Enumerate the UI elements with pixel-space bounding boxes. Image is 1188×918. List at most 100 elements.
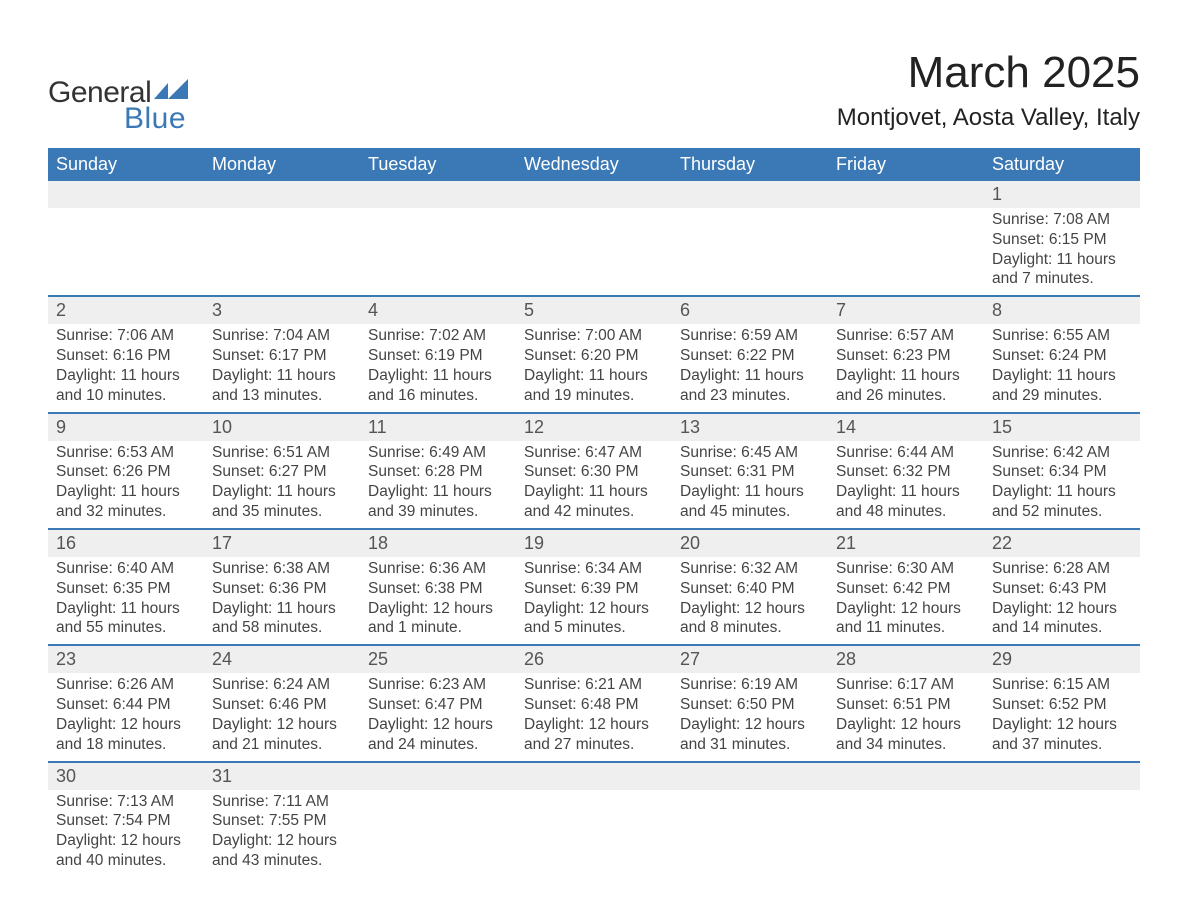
day-details: Sunrise: 6:19 AMSunset: 6:50 PMDaylight:… (672, 673, 828, 760)
day-number: 28 (828, 646, 984, 673)
day-number (48, 181, 204, 208)
day-number: 5 (516, 297, 672, 324)
day-of-week-header: Monday (204, 148, 360, 181)
day-sunrise: Sunrise: 6:44 AM (836, 443, 976, 463)
calendar-empty-cell (672, 181, 828, 296)
day-day1: Daylight: 11 hours (212, 482, 352, 502)
day-of-week-header: Wednesday (516, 148, 672, 181)
header: General Blue March 2025 Montjovet, Aosta… (48, 48, 1140, 136)
calendar-day-cell: 9Sunrise: 6:53 AMSunset: 6:26 PMDaylight… (48, 413, 204, 529)
day-day2: and 48 minutes. (836, 502, 976, 522)
day-day2: and 24 minutes. (368, 735, 508, 755)
calendar-empty-cell (360, 762, 516, 877)
day-day1: Daylight: 12 hours (680, 715, 820, 735)
calendar-empty-cell (204, 181, 360, 296)
day-sunset: Sunset: 6:22 PM (680, 346, 820, 366)
day-day1: Daylight: 12 hours (56, 715, 196, 735)
day-day1: Daylight: 11 hours (524, 482, 664, 502)
day-sunrise: Sunrise: 6:51 AM (212, 443, 352, 463)
day-sunrise: Sunrise: 6:21 AM (524, 675, 664, 695)
calendar-empty-cell (516, 181, 672, 296)
day-sunset: Sunset: 6:39 PM (524, 579, 664, 599)
day-sunset: Sunset: 6:34 PM (992, 462, 1132, 482)
day-number: 29 (984, 646, 1140, 673)
day-day2: and 32 minutes. (56, 502, 196, 522)
day-day1: Daylight: 11 hours (212, 599, 352, 619)
day-day1: Daylight: 11 hours (212, 366, 352, 386)
day-details: Sunrise: 6:57 AMSunset: 6:23 PMDaylight:… (828, 324, 984, 411)
day-number: 10 (204, 414, 360, 441)
calendar-day-cell: 15Sunrise: 6:42 AMSunset: 6:34 PMDayligh… (984, 413, 1140, 529)
calendar-day-cell: 14Sunrise: 6:44 AMSunset: 6:32 PMDayligh… (828, 413, 984, 529)
day-day2: and 10 minutes. (56, 386, 196, 406)
day-number (672, 763, 828, 790)
day-details (672, 790, 828, 798)
day-number: 20 (672, 530, 828, 557)
day-sunrise: Sunrise: 7:08 AM (992, 210, 1132, 230)
day-sunrise: Sunrise: 6:38 AM (212, 559, 352, 579)
day-details: Sunrise: 6:21 AMSunset: 6:48 PMDaylight:… (516, 673, 672, 760)
day-details: Sunrise: 6:45 AMSunset: 6:31 PMDaylight:… (672, 441, 828, 528)
day-sunrise: Sunrise: 7:11 AM (212, 792, 352, 812)
day-sunrise: Sunrise: 7:06 AM (56, 326, 196, 346)
day-day2: and 58 minutes. (212, 618, 352, 638)
day-details: Sunrise: 7:04 AMSunset: 6:17 PMDaylight:… (204, 324, 360, 411)
day-day1: Daylight: 12 hours (212, 831, 352, 851)
day-sunset: Sunset: 6:43 PM (992, 579, 1132, 599)
calendar-day-cell: 7Sunrise: 6:57 AMSunset: 6:23 PMDaylight… (828, 296, 984, 412)
day-day1: Daylight: 12 hours (992, 715, 1132, 735)
day-number: 13 (672, 414, 828, 441)
day-details: Sunrise: 6:23 AMSunset: 6:47 PMDaylight:… (360, 673, 516, 760)
calendar-week-row: 9Sunrise: 6:53 AMSunset: 6:26 PMDaylight… (48, 413, 1140, 529)
day-of-week-header-row: SundayMondayTuesdayWednesdayThursdayFrid… (48, 148, 1140, 181)
calendar-day-cell: 4Sunrise: 7:02 AMSunset: 6:19 PMDaylight… (360, 296, 516, 412)
day-sunset: Sunset: 6:44 PM (56, 695, 196, 715)
day-sunrise: Sunrise: 6:26 AM (56, 675, 196, 695)
page-subtitle: Montjovet, Aosta Valley, Italy (837, 104, 1140, 132)
calendar-week-row: 16Sunrise: 6:40 AMSunset: 6:35 PMDayligh… (48, 529, 1140, 645)
day-day1: Daylight: 12 hours (836, 715, 976, 735)
calendar-day-cell: 1Sunrise: 7:08 AMSunset: 6:15 PMDaylight… (984, 181, 1140, 296)
day-day2: and 43 minutes. (212, 851, 352, 871)
day-details: Sunrise: 7:11 AMSunset: 7:55 PMDaylight:… (204, 790, 360, 877)
day-details: Sunrise: 6:15 AMSunset: 6:52 PMDaylight:… (984, 673, 1140, 760)
day-details: Sunrise: 6:32 AMSunset: 6:40 PMDaylight:… (672, 557, 828, 644)
day-day1: Daylight: 11 hours (368, 482, 508, 502)
day-day1: Daylight: 12 hours (368, 715, 508, 735)
day-details: Sunrise: 6:24 AMSunset: 6:46 PMDaylight:… (204, 673, 360, 760)
day-of-week-header: Sunday (48, 148, 204, 181)
calendar-empty-cell (516, 762, 672, 877)
calendar-day-cell: 24Sunrise: 6:24 AMSunset: 6:46 PMDayligh… (204, 645, 360, 761)
day-sunrise: Sunrise: 6:59 AM (680, 326, 820, 346)
day-number (828, 763, 984, 790)
day-details: Sunrise: 7:06 AMSunset: 6:16 PMDaylight:… (48, 324, 204, 411)
calendar-empty-cell (48, 181, 204, 296)
day-sunset: Sunset: 6:20 PM (524, 346, 664, 366)
day-sunrise: Sunrise: 6:30 AM (836, 559, 976, 579)
day-details: Sunrise: 6:17 AMSunset: 6:51 PMDaylight:… (828, 673, 984, 760)
day-details (516, 790, 672, 798)
day-details (48, 208, 204, 216)
day-of-week-header: Thursday (672, 148, 828, 181)
day-sunrise: Sunrise: 6:15 AM (992, 675, 1132, 695)
day-day2: and 21 minutes. (212, 735, 352, 755)
day-sunrise: Sunrise: 6:19 AM (680, 675, 820, 695)
day-details: Sunrise: 6:26 AMSunset: 6:44 PMDaylight:… (48, 673, 204, 760)
calendar-day-cell: 29Sunrise: 6:15 AMSunset: 6:52 PMDayligh… (984, 645, 1140, 761)
day-number: 4 (360, 297, 516, 324)
day-sunset: Sunset: 7:54 PM (56, 811, 196, 831)
day-number (828, 181, 984, 208)
day-number: 7 (828, 297, 984, 324)
calendar-week-row: 23Sunrise: 6:26 AMSunset: 6:44 PMDayligh… (48, 645, 1140, 761)
day-day1: Daylight: 11 hours (836, 366, 976, 386)
day-number: 11 (360, 414, 516, 441)
day-sunrise: Sunrise: 7:02 AM (368, 326, 508, 346)
calendar-day-cell: 13Sunrise: 6:45 AMSunset: 6:31 PMDayligh… (672, 413, 828, 529)
day-details (360, 790, 516, 798)
calendar-day-cell: 30Sunrise: 7:13 AMSunset: 7:54 PMDayligh… (48, 762, 204, 877)
day-day1: Daylight: 12 hours (212, 715, 352, 735)
day-number (360, 763, 516, 790)
day-day1: Daylight: 12 hours (836, 599, 976, 619)
calendar-table: SundayMondayTuesdayWednesdayThursdayFrid… (48, 148, 1140, 877)
day-number: 9 (48, 414, 204, 441)
